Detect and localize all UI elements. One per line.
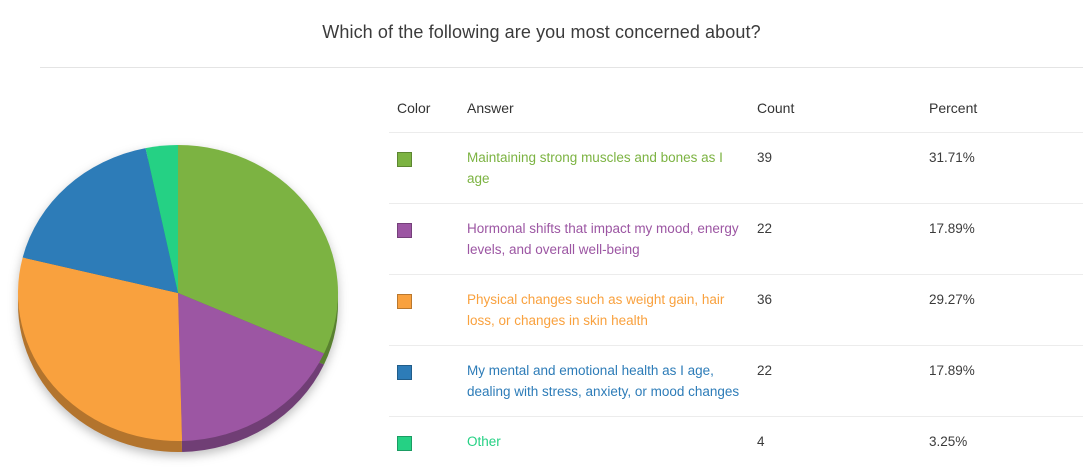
pie-slice[interactable] [178, 145, 338, 354]
color-cell [389, 203, 459, 275]
header-color: Color [397, 100, 431, 116]
title-divider [40, 67, 1083, 68]
color-cell [389, 345, 459, 417]
answer-cell: Physical changes such as weight gain, ha… [459, 274, 749, 346]
percent-cell: 3.25% [921, 416, 1083, 466]
answer-cell: Other [459, 416, 749, 466]
pie-slice[interactable] [18, 257, 183, 441]
page-title: Which of the following are you most conc… [322, 22, 761, 42]
header-answer: Answer [467, 100, 514, 116]
results-table: Color Answer Count Percent Maintaining s… [389, 86, 1083, 466]
table-row: Physical changes such as weight gain, ha… [389, 274, 1083, 346]
color-cell [389, 274, 459, 346]
table-row: Maintaining strong muscles and bones as … [389, 132, 1083, 204]
pie-slice[interactable] [145, 145, 178, 293]
table-row: Hormonal shifts that impact my mood, ene… [389, 203, 1083, 275]
pie-chart-svg [18, 145, 338, 452]
percent-cell: 29.27% [921, 274, 1083, 346]
color-swatch [397, 222, 412, 238]
header-count: Count [757, 100, 795, 116]
answer-cell: Hormonal shifts that impact my mood, ene… [459, 203, 749, 275]
content-area: Color Answer Count Percent Maintaining s… [0, 68, 1083, 468]
color-swatch [397, 293, 412, 309]
count-cell: 36 [749, 274, 921, 346]
color-swatch [397, 435, 412, 451]
answer-cell: My mental and emotional health as I age,… [459, 345, 749, 417]
pie-slice[interactable] [22, 148, 178, 293]
count-cell: 22 [749, 203, 921, 275]
color-cell [389, 132, 459, 204]
pie-chart [0, 68, 375, 468]
results-table-body: Maintaining strong muscles and bones as … [389, 132, 1083, 466]
table-row: My mental and emotional health as I age,… [389, 345, 1083, 417]
color-swatch [397, 364, 412, 380]
table-row: Other 4 3.25% [389, 416, 1083, 466]
count-cell: 4 [749, 416, 921, 466]
percent-cell: 31.71% [921, 132, 1083, 204]
results-table-header: Color Answer Count Percent [389, 86, 1083, 133]
pie-slice[interactable] [178, 293, 324, 441]
percent-cell: 17.89% [921, 345, 1083, 417]
count-cell: 39 [749, 132, 921, 204]
color-swatch [397, 151, 412, 167]
count-cell: 22 [749, 345, 921, 417]
header-percent: Percent [929, 100, 978, 116]
results-table-area: Color Answer Count Percent Maintaining s… [375, 68, 1083, 466]
color-cell [389, 416, 459, 466]
percent-cell: 17.89% [921, 203, 1083, 275]
answer-cell: Maintaining strong muscles and bones as … [459, 132, 749, 204]
